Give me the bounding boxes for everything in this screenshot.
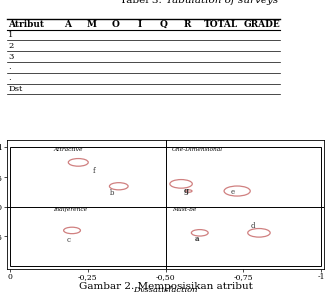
Text: One-Dimensional: One-Dimensional (172, 147, 223, 152)
Text: R: R (183, 20, 191, 29)
Text: Tabulation of surveys: Tabulation of surveys (166, 0, 278, 6)
Text: Dst: Dst (8, 85, 23, 93)
X-axis label: Dyssatisfaction: Dyssatisfaction (133, 286, 198, 292)
Text: .: . (8, 63, 11, 72)
Text: a: a (194, 235, 199, 243)
Text: O: O (112, 20, 119, 29)
Text: f: f (93, 167, 95, 175)
Text: b: b (110, 190, 115, 197)
Text: Indiference: Indiference (53, 207, 87, 212)
Text: 2: 2 (8, 42, 14, 50)
Text: TOTAL: TOTAL (204, 20, 238, 29)
Text: 3: 3 (8, 53, 14, 61)
Text: Attractive: Attractive (53, 147, 83, 152)
Text: GRADE: GRADE (243, 20, 280, 29)
Text: e: e (230, 188, 235, 196)
Text: .: . (8, 74, 11, 82)
Text: c: c (67, 236, 71, 244)
Text: I: I (137, 20, 141, 29)
Text: Tabel 3.: Tabel 3. (120, 0, 166, 6)
Text: Gambar 2. Memposisikan atribut: Gambar 2. Memposisikan atribut (78, 281, 253, 291)
Text: g: g (183, 187, 188, 195)
Text: Atribut: Atribut (8, 20, 44, 29)
Text: 1: 1 (8, 31, 14, 39)
Text: Q: Q (159, 20, 167, 29)
Text: Must-be: Must-be (172, 207, 196, 212)
Text: A: A (64, 20, 71, 29)
Text: d: d (251, 222, 255, 230)
Text: M: M (87, 20, 97, 29)
